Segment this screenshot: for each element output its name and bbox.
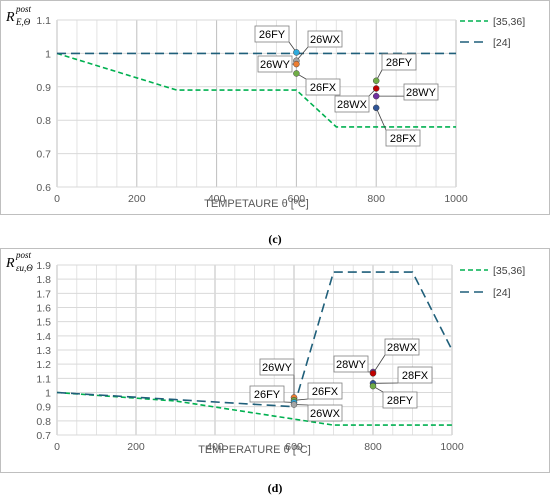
y-tick-label: 0.7 <box>36 149 51 161</box>
x-tick-label: 0 <box>54 441 60 453</box>
data-point-marker <box>373 85 379 91</box>
y-tick-label: 1.6 <box>36 303 51 315</box>
x-tick-label: 800 <box>367 193 385 205</box>
y-tick-label: 0.7 <box>36 430 51 442</box>
data-point-marker <box>293 61 299 67</box>
data-point-label: 26WY <box>260 59 291 71</box>
data-point-marker <box>293 49 299 55</box>
data-point-marker <box>291 402 297 408</box>
data-point-label: 26WY <box>262 362 293 374</box>
y-tick-label: 0.9 <box>36 402 51 414</box>
legend-entry: [24] <box>493 287 511 299</box>
figure-caption-c: (c) <box>0 232 550 247</box>
x-tick-label: 1000 <box>444 193 468 205</box>
y-tick-label: 1.1 <box>36 373 51 385</box>
x-tick-label: 200 <box>127 441 145 453</box>
data-point-marker <box>373 93 379 99</box>
y-tick-label: 0.9 <box>36 82 51 94</box>
data-point-label: 26FY <box>254 389 281 401</box>
data-point-label: 26FX <box>312 386 339 398</box>
y-tick-label: 0.8 <box>36 416 51 428</box>
figure-caption-d: (d) <box>0 481 550 496</box>
y-tick-label: 1.3 <box>36 345 51 357</box>
y-tick-label: 0.6 <box>36 182 51 194</box>
legend-entry: [35,36] <box>493 16 525 28</box>
y-tick-label: 1.7 <box>36 288 51 300</box>
data-point-label: 28WX <box>337 99 368 111</box>
data-point-label: 26FY <box>259 29 286 41</box>
data-point-label: 28FY <box>387 395 414 407</box>
x-tick-label: 0 <box>54 193 60 205</box>
data-point-label: 28WY <box>406 87 437 99</box>
data-point-label: 26WX <box>310 408 341 420</box>
data-point-label: 28FX <box>402 370 429 382</box>
data-point-marker <box>370 370 376 376</box>
data-point-marker <box>373 105 379 111</box>
y-tick-label: 1.4 <box>36 331 51 343</box>
data-point-label: 28FY <box>386 57 413 69</box>
data-point-label: 26FX <box>310 82 337 94</box>
chart-plot-d: 0.7 0.8 0.9 1 1.1 1.2 1.3 1.4 1.5 1.6 1.7 1.8 1.9 0 20… <box>0 248 550 473</box>
data-point-label: 28WX <box>387 342 418 354</box>
data-point-marker <box>293 70 299 76</box>
y-tick-label: 1 <box>45 388 51 400</box>
data-point-marker <box>373 78 379 84</box>
x-tick-label: 1000 <box>440 441 464 453</box>
data-point-label: 28FX <box>390 133 417 145</box>
data-point-label: 28WY <box>336 359 367 371</box>
x-axis-label: TEMPERATURE θ [ºC] <box>198 444 311 456</box>
legend-entry: [35,36] <box>493 265 525 277</box>
data-point-label: 26WX <box>310 34 341 46</box>
y-tick-label: 1.1 <box>36 15 51 27</box>
data-point-marker <box>370 383 376 389</box>
y-tick-label: 1.5 <box>36 317 51 329</box>
x-tick-label: 800 <box>364 441 382 453</box>
y-tick-label: 1.2 <box>36 359 51 371</box>
y-tick-label: 0.8 <box>36 115 51 127</box>
y-tick-label: 1 <box>45 48 51 60</box>
y-tick-label: 1.9 <box>36 260 51 272</box>
x-axis-label: TEMPETAURE θ [ºC] <box>204 198 309 210</box>
x-tick-label: 200 <box>128 193 146 205</box>
legend-entry: [24] <box>493 37 511 49</box>
y-tick-label: 1.8 <box>36 274 51 286</box>
